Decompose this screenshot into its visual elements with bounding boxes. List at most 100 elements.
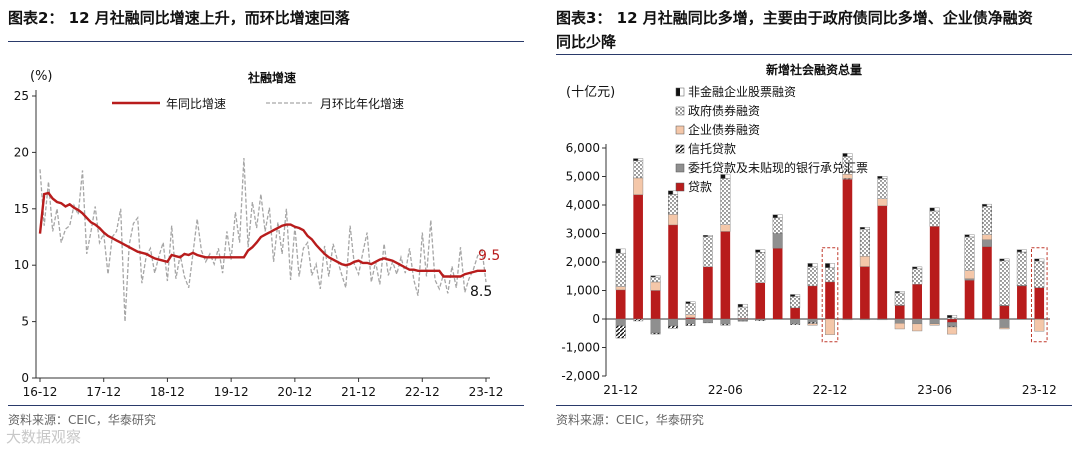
bar-segment [929, 318, 940, 325]
bar-segment [790, 307, 800, 319]
bar-segment [738, 318, 748, 319]
x-tick-label: 17-12 [86, 385, 121, 399]
bar-segment [720, 178, 731, 225]
right-figure-title-line2: 同比少降 [556, 33, 617, 51]
bar-segment [772, 214, 783, 219]
chart-title: 新增社会融资总量 [766, 62, 862, 77]
series-line-mom [39, 157, 487, 322]
y-tick-label: 0 [592, 312, 600, 326]
x-tick-label: 22-12 [405, 385, 440, 399]
bar-segment [859, 227, 870, 230]
y-tick-label: -2,000 [561, 369, 600, 383]
bar-segment [807, 263, 818, 268]
bar-segment [877, 178, 888, 199]
bar-segment [860, 266, 870, 319]
legend-label: 委托贷款及未贴现的银行承兑汇票 [688, 160, 868, 175]
bar-segment [755, 249, 766, 253]
bar-segment [982, 246, 992, 319]
highlight-box [821, 247, 839, 343]
bar-segment [877, 198, 888, 207]
bar-segment [790, 294, 801, 297]
bar-segment [999, 260, 1010, 306]
bar-segment [929, 210, 940, 227]
bar-segment [894, 318, 905, 324]
bar-segment [859, 229, 870, 257]
bar-segment [929, 226, 940, 319]
bar-segment [894, 323, 905, 330]
bar-segment [772, 248, 783, 319]
bar-segment [964, 280, 975, 319]
bar-segment [999, 318, 1010, 328]
bar-segment [807, 285, 818, 319]
bar-segment [964, 234, 975, 238]
bar-segment [650, 275, 661, 278]
bar-segment [685, 318, 696, 325]
bar-segment [650, 318, 661, 334]
bar-segment [650, 276, 661, 283]
bar-segment [894, 305, 905, 319]
y-tick-label: 0 [21, 371, 29, 385]
highlight-box [1030, 247, 1048, 343]
y-axis-label: (%) [30, 69, 53, 84]
bar-segment [807, 318, 818, 323]
y-tick-label: 10 [14, 258, 29, 272]
x-tick-label: 23-12 [469, 385, 504, 399]
bar-segment [702, 318, 713, 323]
bar-segment [737, 320, 748, 322]
bar-segment [615, 318, 626, 326]
left-line-chart: 社融增速 (%) 0 5 10 15 20 25 16-12 17-12 18-12 19-12 20-… [14, 69, 504, 399]
legend-swatch [675, 87, 685, 97]
x-tick-label: 21-12 [603, 383, 638, 397]
right-figure-title-line1: 图表3： 12 月社融同比多增，主要由于政府债同比多增、企业债净融资 [556, 9, 1033, 27]
bar-segment [633, 160, 644, 179]
bar-segment [737, 318, 748, 321]
bar-segment [650, 290, 661, 319]
y-tick-label: -1,000 [561, 341, 600, 355]
watermark-text: 大数据观察 [6, 428, 82, 446]
bar-segment [755, 319, 766, 321]
legend-label-yoy: 年同比增速 [166, 97, 226, 111]
bar-segment [825, 318, 835, 335]
bar-segment [1034, 287, 1045, 319]
bar-segment [702, 236, 713, 268]
bar-segment [790, 296, 801, 309]
bar-segment [755, 282, 766, 319]
y-tick-label: 2,000 [566, 255, 600, 269]
y-tick-label: 20 [14, 145, 29, 159]
legend-label: 贷款 [688, 180, 712, 194]
y-tick-label: 3,000 [566, 227, 600, 241]
left-source-rule [8, 405, 524, 406]
end-label-mom: 8.5 [470, 284, 492, 300]
left-source-text: 资料来源：CEIC，华泰研究 [8, 413, 156, 427]
x-tick-label: 23-12 [1022, 383, 1057, 397]
bar-segment [633, 319, 644, 322]
legend-swatch [675, 106, 685, 116]
bar-segment [685, 323, 696, 326]
x-tick-label: 18-12 [150, 385, 185, 399]
bar-segment [685, 317, 696, 319]
bar-segment [633, 194, 643, 319]
bar-segment [685, 303, 696, 315]
bar-segment [720, 318, 731, 325]
x-tick-label: 22-12 [813, 383, 848, 397]
bar-segment [1034, 260, 1045, 288]
bar-segment [615, 248, 626, 254]
bar-segment [877, 318, 888, 321]
bar-segment [720, 231, 731, 319]
bar-segment [1016, 249, 1027, 253]
bar-segment [842, 318, 853, 321]
bar-segment [964, 270, 975, 280]
bar-segment [947, 315, 958, 319]
bar-segment [929, 323, 940, 326]
bar-segment [737, 306, 748, 319]
bar-segment [685, 301, 696, 304]
bar-segment [947, 322, 958, 327]
bar-segment [650, 281, 661, 291]
bar-segment [703, 266, 713, 319]
bar-segment [999, 258, 1010, 262]
right-title-rule [556, 54, 1072, 55]
bar-segment [737, 303, 748, 308]
chart-title: 社融增速 [247, 70, 296, 85]
left-title-rule [8, 41, 524, 42]
right-figure: 图表3： 12 月社融同比多增，主要由于政府债同比多增、企业债净融资 同比少降 … [548, 0, 1080, 449]
